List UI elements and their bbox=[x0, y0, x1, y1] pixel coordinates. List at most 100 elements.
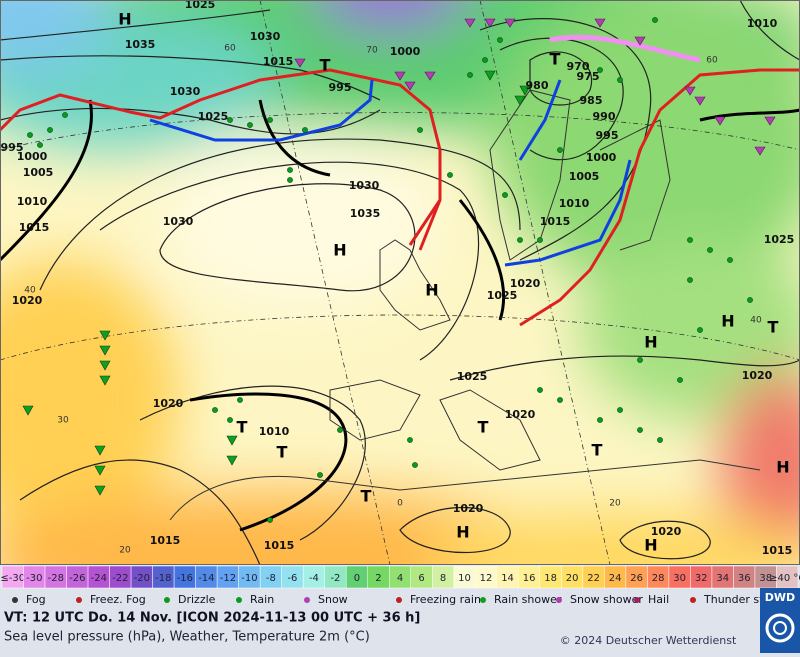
legend-icon bbox=[12, 597, 18, 603]
rain-symbol bbox=[337, 427, 343, 433]
scale-label: 34 bbox=[716, 573, 729, 584]
legend-icon bbox=[164, 597, 170, 603]
legend-icon bbox=[690, 597, 696, 603]
shower-symbol bbox=[99, 345, 111, 356]
logo-text: DWD bbox=[765, 591, 795, 604]
isobar-label: 1010 bbox=[259, 425, 290, 438]
pressure-center: H bbox=[425, 281, 438, 300]
legend-icon bbox=[634, 597, 640, 603]
isobar-label: 1025 bbox=[198, 110, 229, 123]
scale-label: -8 bbox=[266, 573, 276, 584]
snow-symbol bbox=[404, 81, 416, 91]
isobar-label: 1020 bbox=[742, 369, 773, 382]
isobar-label: 1020 bbox=[12, 294, 43, 307]
scale-label: -26 bbox=[69, 573, 85, 584]
legend-label: Freez. Fog bbox=[90, 593, 146, 606]
isobar-label: 995 bbox=[596, 129, 619, 142]
isobar-label: 985 bbox=[580, 94, 603, 107]
legend-icon bbox=[236, 597, 242, 603]
shower-symbol bbox=[514, 95, 526, 106]
isobar-label: 1020 bbox=[453, 502, 484, 515]
scale-label: -18 bbox=[155, 573, 171, 584]
rain-symbol bbox=[637, 427, 643, 433]
pressure-center: H bbox=[118, 10, 131, 29]
isobar-label: 1035 bbox=[125, 38, 156, 51]
snow-symbol bbox=[464, 18, 476, 28]
rain-symbol bbox=[267, 517, 273, 523]
warm-front bbox=[519, 68, 800, 327]
rain-symbol bbox=[537, 387, 543, 393]
snow-symbol bbox=[764, 116, 776, 126]
temperature-label: 60 bbox=[706, 56, 718, 66]
snow-symbol bbox=[754, 146, 766, 156]
rain-symbol bbox=[47, 127, 53, 133]
isobar-label: 1030 bbox=[250, 30, 281, 43]
rain-symbol bbox=[267, 117, 273, 123]
rain-symbol bbox=[517, 237, 523, 243]
isobar-label: 1010 bbox=[559, 197, 590, 210]
shower-symbol bbox=[99, 330, 111, 341]
rain-symbol bbox=[557, 147, 563, 153]
scale-label: -30 bbox=[26, 573, 42, 584]
snow-symbol bbox=[684, 86, 696, 96]
isobar-label: 1030 bbox=[163, 215, 194, 228]
rain-symbol bbox=[212, 407, 218, 413]
shower-symbol bbox=[99, 360, 111, 371]
rain-symbol bbox=[467, 72, 473, 78]
scale-label: -14 bbox=[198, 573, 214, 584]
rain-symbol bbox=[482, 57, 488, 63]
pressure-center: T bbox=[237, 418, 248, 437]
scale-label: 14 bbox=[501, 573, 514, 584]
legend-label: Drizzle bbox=[178, 593, 216, 606]
weather-symbols bbox=[22, 17, 776, 523]
snow-symbol bbox=[394, 71, 406, 81]
rain-symbol bbox=[227, 417, 233, 423]
snow-symbol bbox=[634, 36, 646, 46]
scale-label: 32 bbox=[695, 573, 708, 584]
description: Sea level pressure (hPa), Weather, Tempe… bbox=[4, 630, 370, 645]
isobar-label: 995 bbox=[329, 81, 352, 94]
isobar-label: 1000 bbox=[586, 151, 617, 164]
rain-symbol bbox=[412, 462, 418, 468]
scale-label: 12 bbox=[480, 573, 493, 584]
isobar-label: 1020 bbox=[153, 397, 184, 410]
cold-front bbox=[149, 79, 374, 142]
logo-icon bbox=[773, 621, 787, 635]
snow-symbol bbox=[714, 116, 726, 126]
temperature-label: 60 bbox=[224, 44, 236, 54]
color-scale: ≤-30 -30 -28 -26 -24 -22 -20 -18 -16 -14 -12 -10 -8-… bbox=[0, 565, 800, 589]
rain-symbol bbox=[247, 122, 253, 128]
isobar-label: 1020 bbox=[651, 525, 682, 538]
rain-symbol bbox=[727, 257, 733, 263]
rain-symbol bbox=[502, 192, 508, 198]
temperature-label: 40 bbox=[750, 316, 762, 326]
isobar-label: 1015 bbox=[19, 221, 50, 234]
warm-front bbox=[408, 199, 442, 246]
scale-label: -2 bbox=[330, 573, 340, 584]
rain-symbol bbox=[317, 472, 323, 478]
legend: Fog Freez. Fog Drizzle Rain Snow Freezing rai… bbox=[12, 593, 785, 606]
legend-label: Snow bbox=[318, 593, 348, 606]
rain-symbol bbox=[617, 407, 623, 413]
pressure-center: T bbox=[478, 418, 489, 437]
isobar-label: 1030 bbox=[170, 85, 201, 98]
rain-symbol bbox=[287, 167, 293, 173]
scale-label: 36 bbox=[738, 573, 751, 584]
rain-symbol bbox=[302, 127, 308, 133]
scale-label: -10 bbox=[241, 573, 257, 584]
legend-icon bbox=[396, 597, 402, 603]
isobars-bold bbox=[0, 99, 800, 532]
pressure-center: H bbox=[644, 536, 657, 555]
snow-symbol bbox=[504, 18, 516, 28]
scale-label: -28 bbox=[48, 573, 64, 584]
isobar-label: 1030 bbox=[349, 179, 380, 192]
isobar-label: 980 bbox=[526, 79, 549, 92]
isobar-label: 1020 bbox=[510, 277, 541, 290]
legend-icon bbox=[480, 597, 486, 603]
shower-symbol bbox=[484, 70, 496, 81]
rain-symbol bbox=[227, 117, 233, 123]
rain-symbol bbox=[687, 237, 693, 243]
scale-label: 18 bbox=[544, 573, 557, 584]
isobar-label: 1000 bbox=[17, 150, 48, 163]
isobar-label: 1025 bbox=[457, 370, 488, 383]
